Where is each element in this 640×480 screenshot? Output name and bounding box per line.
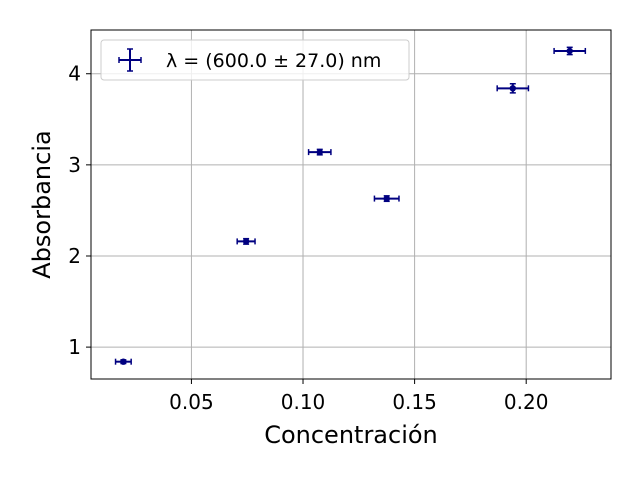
x-tick-label: 0.15 (392, 390, 437, 414)
legend: λ = (600.0 ± 27.0) nm (100, 39, 410, 81)
y-tick-label: 1 (68, 335, 81, 359)
y-tick-label: 2 (68, 244, 81, 268)
legend-box (100, 39, 410, 81)
point-marker (316, 148, 323, 156)
point-marker (509, 85, 517, 92)
data-point (114, 358, 132, 365)
point-marker (566, 47, 573, 55)
point-marker (383, 195, 390, 202)
data-point (553, 46, 587, 56)
y-axis-ticks: 1 2 3 4 (68, 62, 91, 359)
y-tick-label: 4 (68, 62, 81, 86)
y-axis-label: Absorbancia (28, 130, 56, 278)
data-point (496, 83, 530, 94)
point-marker (120, 358, 127, 365)
x-axis-label: Concentración (264, 421, 438, 449)
legend-label: λ = (600.0 ± 27.0) nm (166, 50, 381, 72)
plot-frame (90, 29, 612, 380)
x-tick-label: 0.10 (281, 390, 326, 414)
data-point (373, 195, 400, 203)
point-marker (242, 238, 250, 245)
data-series (114, 46, 587, 365)
x-axis-ticks: 0.05 0.10 0.15 0.20 (169, 379, 548, 414)
legend-marker (118, 48, 142, 72)
grid (91, 30, 611, 379)
data-point (236, 237, 256, 245)
x-tick-label: 0.05 (169, 390, 214, 414)
data-point (307, 148, 332, 156)
y-tick-label: 3 (68, 153, 81, 177)
x-tick-label: 0.20 (504, 390, 549, 414)
